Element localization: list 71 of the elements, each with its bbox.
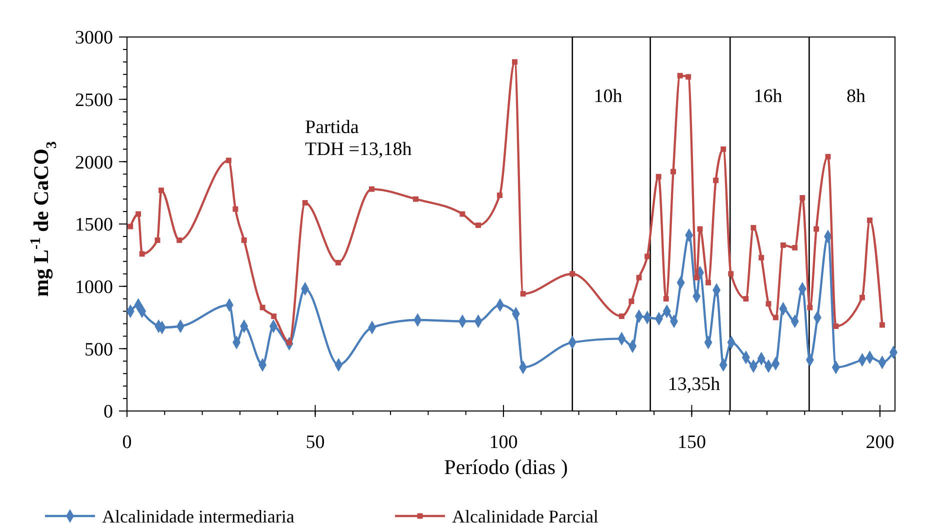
point [728,271,734,277]
point [867,218,873,223]
legend-label: Alcalinidade intermediaria [102,506,294,526]
x-tick-label: 100 [489,432,518,453]
point [780,242,786,248]
x-tick-label: 200 [866,432,894,453]
point [413,196,418,202]
point [476,222,481,228]
point [792,244,798,250]
x-tick-label: 50 [306,432,325,453]
point [694,274,700,280]
annotation: 13,35h [668,374,721,395]
point [128,224,134,230]
point [833,323,839,329]
point [232,206,238,212]
point [677,72,683,78]
annotation: 8h [846,86,866,107]
point [460,211,466,217]
point [512,59,518,65]
point [241,237,247,243]
point [271,314,277,319]
point [628,298,634,304]
point [226,158,232,164]
point [697,226,703,232]
point [663,296,669,302]
point [814,226,820,232]
point [713,178,719,184]
point [154,237,160,243]
point [644,254,650,260]
annotation: Partida TDH =13,18h [305,117,412,160]
point [772,314,778,320]
point [720,146,726,152]
point [800,195,806,201]
point [570,271,576,277]
point [686,74,692,80]
point [335,260,341,266]
point [260,304,266,310]
legend-label: Alcalinidade Parcial [452,506,598,526]
point [302,200,308,206]
point [636,274,642,280]
y-tick-label: 2500 [75,90,113,111]
point [670,168,676,174]
point [825,154,831,160]
point [136,211,142,217]
point [706,280,712,286]
annotation: 10h [594,86,623,107]
point [139,251,145,257]
point [879,322,885,328]
annotation: 16h [754,86,783,107]
x-axis-title: Período (dias ) [444,455,568,479]
point [520,291,526,297]
y-tick-label: 1500 [75,214,113,236]
point [158,188,164,194]
point [618,314,624,319]
y-tick-label: 500 [84,339,113,360]
x-tick-label: 150 [677,432,706,453]
point [656,174,662,180]
point [743,296,749,302]
y-tick-label: 2000 [75,152,113,174]
y-tick-label: 3000 [75,28,113,49]
point [176,237,182,243]
y-tick-label: 1000 [75,276,113,298]
point [758,254,764,260]
y-tick-label: 0 [104,402,113,423]
point [368,186,374,192]
point [496,192,502,198]
point [807,304,813,310]
x-tick-label: 0 [122,432,132,453]
point [860,294,865,300]
point [750,225,756,230]
point [766,301,772,307]
